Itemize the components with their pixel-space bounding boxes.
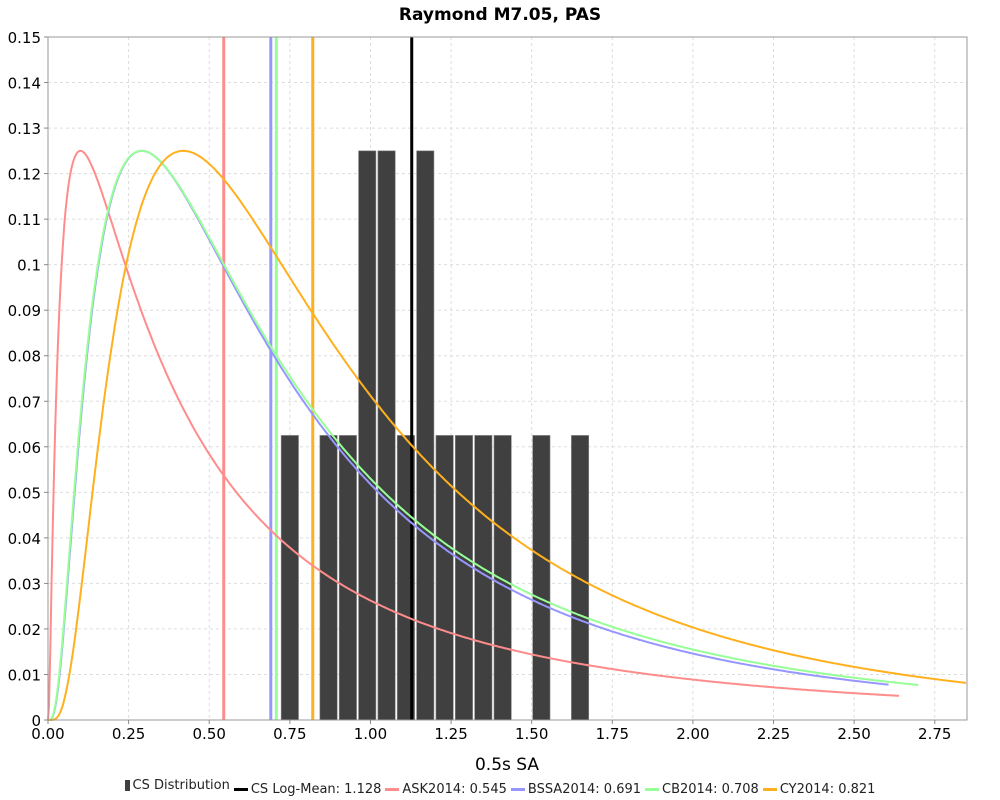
x-tick-label: 0.50	[193, 725, 226, 743]
legend-item: ASK2014: 0.545	[385, 782, 507, 797]
legend-swatch	[645, 788, 660, 791]
legend-swatch	[510, 788, 525, 791]
legend-label: CS Distribution	[132, 778, 230, 793]
x-tick-label: 0.25	[112, 725, 145, 743]
y-tick-label: 0.04	[8, 530, 41, 548]
curve-cb2014	[48, 149, 919, 721]
y-tick-label: 0.01	[8, 666, 41, 684]
y-tick-label: 0.12	[8, 166, 41, 184]
legend-label: CY2014: 0.821	[779, 782, 876, 797]
y-tick-label: 0.14	[8, 75, 41, 93]
legend-item: CS Distribution	[124, 778, 230, 793]
y-tick-label: 0.05	[8, 484, 41, 502]
x-tick-label: 2.00	[676, 725, 709, 743]
curve-ask2014	[47, 149, 900, 721]
histogram-bar	[319, 435, 338, 721]
y-tick-label: 0	[31, 712, 41, 730]
legend-item: CS Log-Mean: 1.128	[233, 782, 382, 797]
x-tick-label: 1.00	[354, 725, 387, 743]
y-tick-label: 0.11	[8, 211, 41, 229]
legend-label: CS Log-Mean: 1.128	[250, 782, 382, 797]
histogram-bar	[532, 435, 551, 721]
histogram-bar	[280, 435, 299, 721]
legend-swatch	[762, 788, 777, 791]
y-tick-label: 0.13	[8, 120, 41, 138]
histogram-bar	[358, 150, 377, 721]
legend-label: BSSA2014: 0.691	[527, 782, 642, 797]
legend-item: CY2014: 0.821	[762, 782, 876, 797]
histogram-bar	[454, 435, 473, 721]
legend-label: ASK2014: 0.545	[402, 782, 507, 797]
y-tick-label: 0.07	[8, 393, 41, 411]
legend-label: CB2014: 0.708	[662, 782, 759, 797]
x-tick-label: 1.75	[596, 725, 629, 743]
x-tick-label: 1.50	[515, 725, 548, 743]
legend-item: CB2014: 0.708	[645, 782, 759, 797]
curve-cy2014	[48, 149, 967, 721]
y-tick-label: 0.06	[8, 439, 41, 457]
plot-frame	[47, 36, 968, 721]
x-tick-label: 0.00	[31, 725, 64, 743]
histogram-bar	[493, 435, 512, 721]
x-axis-label: 0.5s SA	[475, 755, 539, 775]
legend-swatch	[233, 788, 248, 791]
x-tick-label: 2.25	[757, 725, 790, 743]
legend-item: BSSA2014: 0.691	[510, 782, 642, 797]
y-tick-label: 0.02	[8, 621, 41, 639]
x-tick-label: 0.75	[273, 725, 306, 743]
legend: CS Distribution CS Log-Mean: 1.128 ASK2014…	[0, 778, 1000, 797]
histogram-bar	[416, 150, 435, 721]
legend-swatch	[385, 788, 400, 791]
y-tick-label: 0.03	[8, 575, 41, 593]
y-tick-label: 0.15	[8, 29, 41, 47]
y-tick-label: 0.1	[17, 257, 41, 275]
y-tick-label: 0.09	[8, 302, 41, 320]
histogram-bar	[571, 435, 590, 721]
legend-swatch	[124, 780, 130, 791]
histogram-bar	[338, 435, 357, 721]
histogram-bar	[435, 435, 454, 721]
x-tick-label: 1.25	[434, 725, 467, 743]
histogram-bar	[377, 150, 396, 721]
chart: Raymond M7.05, PAS 0.00 0.25 0.50 0.75 1.00 1…	[8, 5, 968, 775]
chart-title: Raymond M7.05, PAS	[399, 5, 601, 25]
x-tick-label: 2.75	[918, 725, 951, 743]
x-tick-label: 2.50	[837, 725, 870, 743]
y-tick-label: 0.08	[8, 348, 41, 366]
